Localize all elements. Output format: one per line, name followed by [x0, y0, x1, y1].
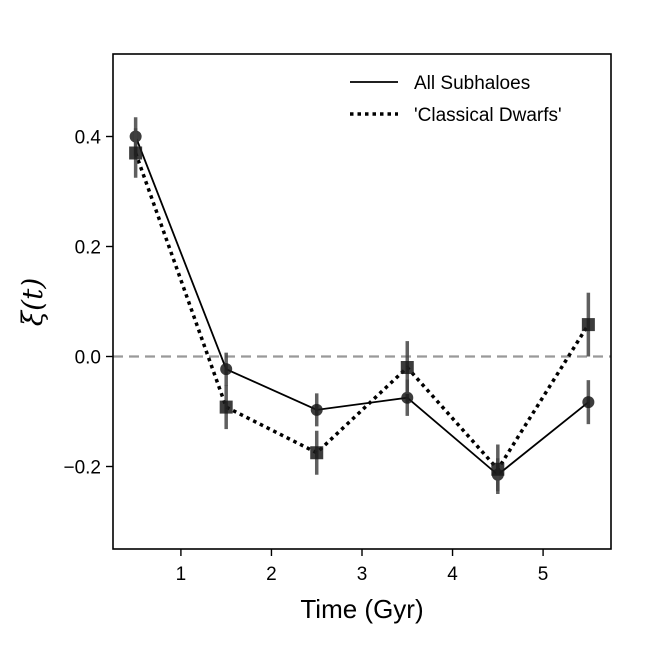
data-point-square-5 — [581, 318, 595, 332]
data-point-square-1 — [219, 400, 233, 414]
y-axis-label: ξ(t) — [16, 278, 49, 327]
axes-frame — [112, 53, 612, 550]
x-axis-label: Time (Gyr) — [300, 594, 423, 624]
legend: All Subhaloes 'Classical Dwarfs' — [350, 73, 562, 126]
data-point-square-0 — [129, 146, 143, 160]
plot-area — [113, 117, 611, 494]
y-tick-label-0: −0.2 — [63, 458, 101, 479]
series-line-1 — [133, 152, 590, 473]
x-tick-label-0: 1 — [176, 564, 187, 585]
data-point-circle-3 — [401, 391, 414, 404]
x-tick-label-1: 2 — [266, 564, 277, 585]
data-point-circle-1 — [220, 363, 233, 376]
series-line-0 — [134, 136, 589, 476]
data-point-square-2 — [310, 446, 324, 460]
x-tick-label-4: 5 — [538, 564, 549, 585]
data-point-square-3 — [400, 361, 414, 374]
data-point-circle-5 — [582, 396, 595, 409]
data-point-square-4 — [491, 462, 505, 476]
x-tick-label-3: 4 — [447, 564, 458, 585]
legend-label-all-subhaloes: All Subhaloes — [414, 73, 530, 94]
legend-label-classical-dwarfs: 'Classical Dwarfs' — [414, 105, 562, 126]
axis-ticks: 1 2 3 4 5 −0.2 0.0 0.2 0.4 — [63, 128, 548, 586]
data-point-circle-2 — [310, 403, 323, 416]
y-tick-label-3: 0.4 — [75, 128, 102, 149]
y-tick-label-2: 0.2 — [75, 238, 101, 259]
x-tick-label-2: 3 — [357, 564, 368, 585]
y-tick-label-1: 0.0 — [75, 348, 101, 369]
